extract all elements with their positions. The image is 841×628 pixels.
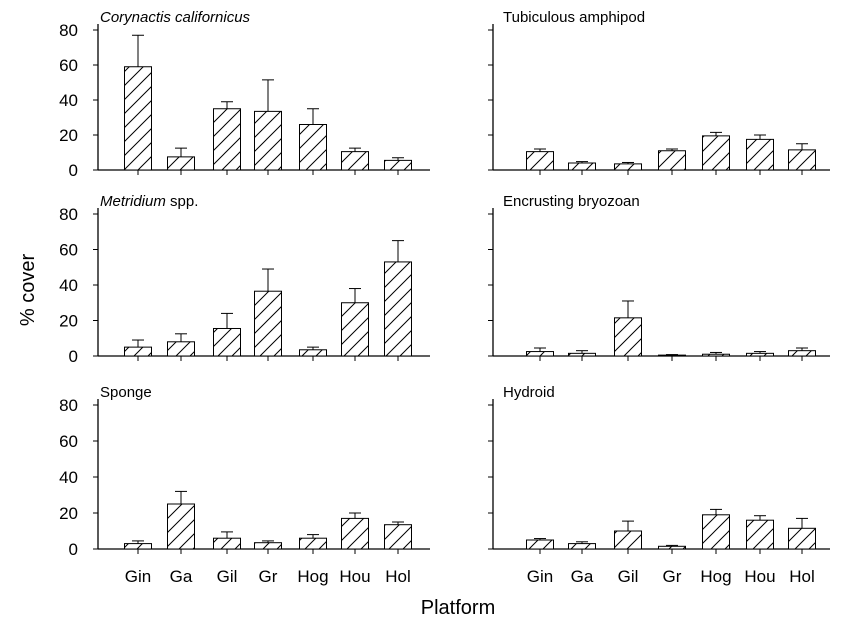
bar-gr: [658, 545, 686, 550]
chart-panel-3: 0 20 40 60 80 Metridium spp.: [59, 193, 430, 366]
chart-panel-5: 0 20 40 60 80 Gin Ga Gil Gr Hog Hou Hol Sponge: [59, 384, 430, 586]
y-tick-label: 60: [59, 241, 78, 260]
bar-gr: [254, 110, 282, 171]
chart-panel-6: Gin Ga Gil Gr Hog Hou Hol Hydroid: [488, 384, 830, 586]
y-tick-label: 0: [69, 161, 78, 180]
bar-hog: [299, 349, 327, 357]
chart-panel-1: 0 20 40 60 80 Corynactis californicus: [59, 9, 430, 180]
y-axis-label: % cover: [17, 254, 39, 327]
bar-ga: [568, 352, 596, 357]
bar-gil: [614, 530, 642, 550]
bar-hol: [384, 524, 412, 550]
bar-hou: [341, 302, 369, 357]
x-tick-label: Gr: [663, 567, 682, 586]
y-tick-label: 0: [69, 540, 78, 559]
bar-hou: [341, 517, 369, 550]
x-tick-label: Hog: [297, 567, 328, 586]
panel-title: Sponge: [100, 384, 152, 401]
bar-hol: [788, 527, 816, 550]
y-tick-label: 80: [59, 205, 78, 224]
bar-gil: [614, 317, 642, 357]
x-tick-label: Hou: [339, 567, 370, 586]
x-tick-label: Gil: [217, 567, 238, 586]
bar-gr: [254, 290, 282, 357]
panel-title: Tubiculous amphipod: [503, 9, 645, 26]
bar-gr: [254, 542, 282, 550]
bar-hog: [299, 537, 327, 550]
x-tick-label: Hol: [385, 567, 411, 586]
bar-gin: [526, 539, 554, 550]
chart-panel-4: Encrusting bryozoan: [488, 193, 830, 361]
panel-title: Hydroid: [503, 384, 555, 401]
bar-gr: [658, 354, 686, 357]
bar-gr: [658, 150, 686, 171]
x-tick-label: Ga: [571, 567, 594, 586]
bar-gil: [213, 537, 241, 550]
bar-gil: [213, 108, 241, 171]
chart-panel-2: Tubiculous amphipod: [488, 9, 830, 175]
x-tick-label: Hol: [789, 567, 815, 586]
y-tick-label: 40: [59, 91, 78, 110]
bar-hog: [299, 124, 327, 171]
x-tick-label: Gin: [125, 567, 151, 586]
bar-hol: [788, 149, 816, 171]
panel-title: Metridium spp.: [100, 193, 198, 210]
bar-hou: [746, 138, 774, 171]
y-tick-label: 0: [69, 347, 78, 366]
x-tick-label: Gil: [618, 567, 639, 586]
bar-ga: [568, 543, 596, 550]
bar-gil: [614, 163, 642, 171]
y-tick-label: 80: [59, 21, 78, 40]
y-tick-label: 40: [59, 468, 78, 487]
y-tick-label: 20: [59, 504, 78, 523]
bar-hol: [384, 159, 412, 171]
bar-gin: [526, 351, 554, 357]
y-tick-label: 20: [59, 126, 78, 145]
bar-hol: [384, 261, 412, 357]
y-tick-label: 20: [59, 312, 78, 331]
x-tick-label: Hou: [744, 567, 775, 586]
x-tick-label: Ga: [170, 567, 193, 586]
bar-hog: [702, 514, 730, 550]
bar-hog: [702, 353, 730, 357]
chart-panels: 0 20 40 60 80 Corynactis californicus Tubiculo…: [59, 9, 830, 586]
bar-gin: [124, 543, 152, 550]
x-tick-label: Hog: [700, 567, 731, 586]
x-axis-label: Platform: [421, 597, 495, 619]
bar-gin: [526, 151, 554, 171]
x-tick-label: Gin: [527, 567, 553, 586]
bar-ga: [167, 341, 195, 357]
bar-hou: [746, 519, 774, 550]
panel-title: Corynactis californicus: [100, 9, 251, 26]
bar-gin: [124, 66, 152, 171]
x-tick-label: Gr: [259, 567, 278, 586]
bar-hou: [746, 352, 774, 357]
bar-ga: [568, 162, 596, 171]
bar-hou: [341, 151, 369, 171]
bar-ga: [167, 503, 195, 550]
y-tick-label: 40: [59, 276, 78, 295]
bar-gin: [124, 346, 152, 357]
y-tick-label: 60: [59, 56, 78, 75]
bar-ga: [167, 156, 195, 171]
bar-gil: [213, 327, 241, 357]
y-tick-label: 80: [59, 396, 78, 415]
bar-hog: [702, 135, 730, 171]
y-tick-label: 60: [59, 432, 78, 451]
bar-hol: [788, 350, 816, 357]
panel-title: Encrusting bryozoan: [503, 193, 640, 210]
